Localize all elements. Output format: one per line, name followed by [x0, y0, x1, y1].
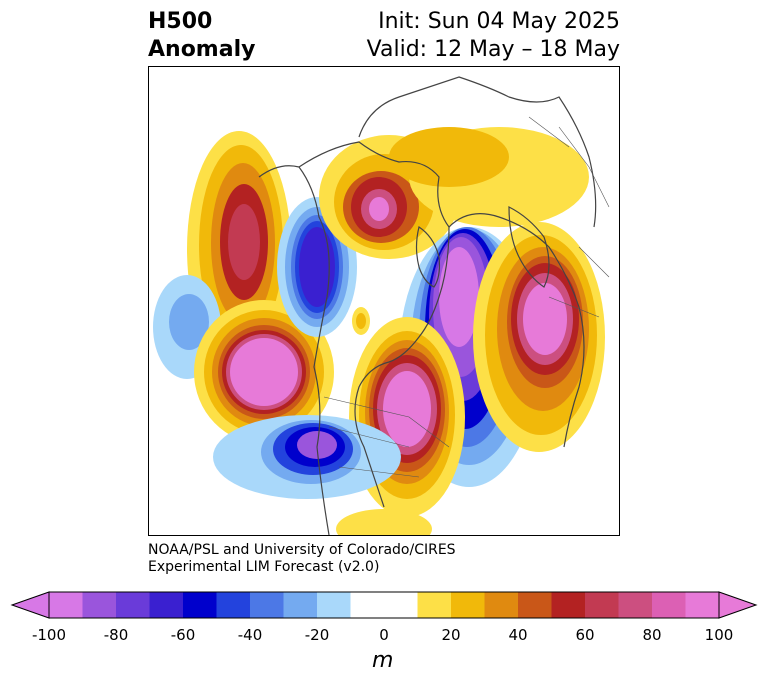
title-field: Anomaly	[148, 37, 256, 62]
anomaly-siberia-high	[389, 127, 589, 227]
colorbar-tick-label: 80	[642, 626, 662, 644]
colorbar-tick-label: 60	[575, 626, 595, 644]
credit-line-1: NOAA/PSL and University of Colorado/CIRE…	[148, 542, 456, 558]
colorbar-tick-label: 0	[379, 626, 389, 644]
colorbar-tick-label: -80	[103, 626, 129, 644]
colorbar-cell	[484, 592, 519, 618]
colorbar-cell	[216, 592, 251, 618]
colorbar-tick-label: -20	[304, 626, 330, 644]
init-date: Init: Sun 04 May 2025	[378, 9, 620, 34]
colorbar-cell	[116, 592, 150, 618]
title-variable: H500	[148, 9, 213, 34]
colorbar-cell	[551, 592, 586, 618]
colorbar-cell	[250, 592, 284, 618]
anomaly-map	[153, 76, 610, 535]
colorbar-tick-label: -40	[237, 626, 263, 644]
colorbar-tick-label: 20	[441, 626, 461, 644]
title-right: Init: Sun 04 May 2025 Valid: 12 May – 18…	[367, 8, 620, 64]
colorbar-cell	[350, 592, 385, 618]
colorbar-tick-labels: -100 -80 -60 -40 -20 0 20 40 60 80 100	[0, 626, 768, 646]
colorbar-cell	[49, 592, 83, 618]
colorbar-cell	[618, 592, 653, 618]
colorbar-cell	[283, 592, 318, 618]
anomaly-caribbean-high	[336, 509, 432, 535]
colorbar-cell	[652, 592, 686, 618]
colorbar-cell	[518, 592, 552, 618]
colorbar	[10, 591, 758, 619]
colorbar-extend-left	[10, 591, 50, 619]
colorbar-cell	[82, 592, 117, 618]
colorbar-cell	[183, 592, 217, 618]
map-panel	[148, 66, 620, 536]
colorbar-tick-label: 40	[508, 626, 528, 644]
credit-text: NOAA/PSL and University of Colorado/CIRE…	[148, 542, 456, 576]
colorbar-cell	[317, 592, 351, 618]
anomaly-europe-high	[473, 222, 605, 452]
coastlines	[258, 76, 597, 535]
colorbar-cell	[417, 592, 452, 618]
colorbar-cell	[451, 592, 485, 618]
anomaly-gulf-of-alaska-high	[194, 300, 334, 444]
anomaly-sw-us-low	[213, 415, 401, 499]
credit-line-2: Experimental LIM Forecast (v2.0)	[148, 559, 380, 575]
colorbar-cell	[585, 592, 619, 618]
colorbar-extend-right	[718, 591, 758, 619]
colorbar-unit: m	[372, 648, 394, 673]
valid-range: Valid: 12 May – 18 May	[366, 37, 620, 62]
colorbar-outline	[48, 591, 720, 619]
colorbar-cells	[49, 592, 720, 618]
country-borders	[323, 116, 610, 478]
colorbar-cell	[384, 592, 418, 618]
colorbar-cell	[149, 592, 184, 618]
colorbar-cell	[685, 592, 720, 618]
colorbar-tick-label: -100	[31, 626, 67, 644]
title-left: H500 Anomaly	[148, 8, 255, 64]
colorbar-tick-label: -60	[170, 626, 196, 644]
colorbar-tick-label: 100	[704, 626, 734, 644]
